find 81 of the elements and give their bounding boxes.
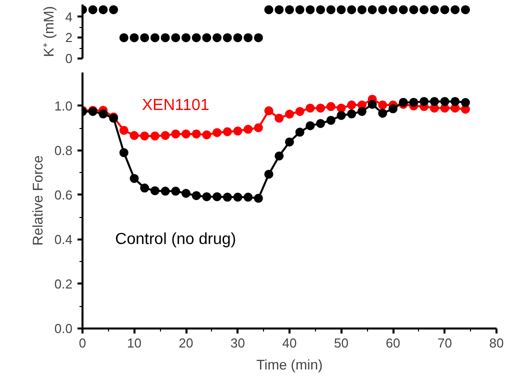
y-axis-title: Relative Force xyxy=(29,155,46,246)
point xyxy=(98,109,108,118)
point xyxy=(171,186,180,196)
point xyxy=(316,104,326,113)
point xyxy=(347,100,356,110)
point xyxy=(326,102,336,112)
point xyxy=(233,126,242,136)
point xyxy=(460,98,470,108)
point xyxy=(316,118,326,128)
x-tick-label: 50 xyxy=(334,336,348,350)
point xyxy=(357,106,366,116)
point xyxy=(130,131,139,140)
point xyxy=(378,108,388,118)
point xyxy=(420,96,429,106)
point xyxy=(182,129,190,138)
point xyxy=(202,192,212,202)
point xyxy=(140,184,150,193)
y-tick-label: 0.0 xyxy=(54,321,73,336)
point xyxy=(368,100,377,109)
point xyxy=(130,174,139,183)
point xyxy=(150,131,160,140)
point xyxy=(409,98,418,107)
y-axis-title: K⁺ (mM) xyxy=(40,6,56,57)
point xyxy=(244,124,253,134)
point xyxy=(192,129,201,138)
point xyxy=(388,104,398,114)
point xyxy=(285,110,294,119)
point xyxy=(202,130,212,140)
y-tick-label: 2 xyxy=(65,30,73,46)
point xyxy=(140,131,150,140)
point xyxy=(295,106,304,116)
point xyxy=(430,96,439,106)
point xyxy=(306,104,315,113)
x-axis-title: Time (min) xyxy=(256,356,323,372)
point xyxy=(378,100,388,110)
series-label: Control (no drug) xyxy=(115,231,236,248)
x-tick-label: 10 xyxy=(127,336,142,350)
point xyxy=(264,170,274,179)
x-tick-label: 80 xyxy=(489,336,504,350)
point xyxy=(306,121,315,130)
point xyxy=(254,123,263,132)
point xyxy=(274,151,284,160)
point xyxy=(285,137,294,146)
x-tick-label: 30 xyxy=(230,336,245,350)
point xyxy=(450,96,460,106)
point xyxy=(119,126,128,135)
point xyxy=(336,110,346,120)
point xyxy=(171,129,180,138)
x-tick-label: 20 xyxy=(178,336,194,350)
x-tick-label: 60 xyxy=(386,336,400,350)
point xyxy=(440,96,450,106)
point xyxy=(244,192,253,202)
point xyxy=(160,131,170,140)
point xyxy=(326,116,336,125)
point xyxy=(150,186,160,196)
x-tick-label: 0 xyxy=(78,336,86,350)
point xyxy=(336,104,346,113)
y-tick-label: 1.0 xyxy=(54,98,73,114)
point xyxy=(212,128,222,138)
point xyxy=(192,191,201,200)
series-label: XEN1101 xyxy=(142,96,210,114)
y-tick-label: 0.4 xyxy=(54,232,73,247)
x-tick-label: 40 xyxy=(282,336,297,350)
point xyxy=(222,127,232,136)
point xyxy=(182,188,190,198)
y-tick-label: 4 xyxy=(65,9,73,24)
y-tick-label: 0 xyxy=(65,51,73,66)
point xyxy=(264,106,274,116)
point xyxy=(222,192,232,202)
y-tick-label: 0.2 xyxy=(54,276,73,292)
point xyxy=(212,192,222,202)
y-tick-label: 0.8 xyxy=(54,142,73,158)
point xyxy=(233,192,242,202)
y-tick-label: 0.6 xyxy=(54,187,73,202)
point xyxy=(295,128,304,137)
point xyxy=(160,186,170,196)
x-tick-label: 70 xyxy=(438,336,452,350)
point xyxy=(254,194,263,203)
point xyxy=(347,109,356,118)
point xyxy=(119,148,128,158)
point xyxy=(274,114,284,123)
